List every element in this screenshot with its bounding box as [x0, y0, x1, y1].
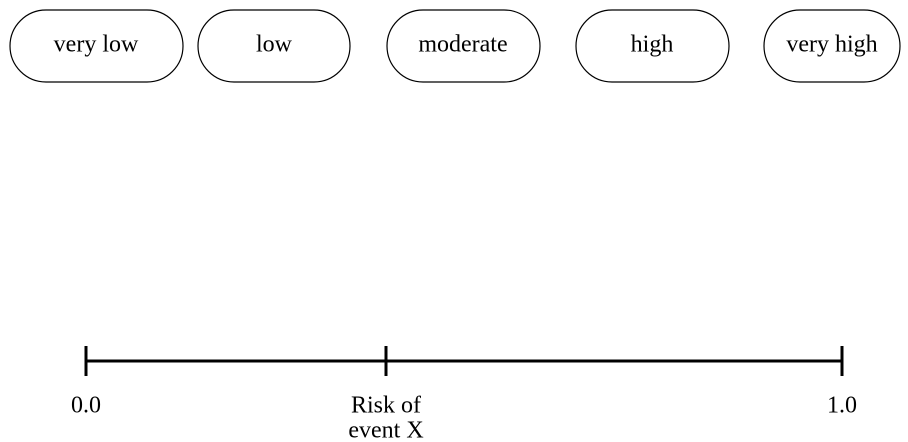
scale-middle-label: Risk of	[351, 393, 421, 419]
pill-label: moderate	[418, 32, 507, 58]
pill-label: low	[256, 32, 293, 58]
pill	[763, 9, 901, 83]
scale-middle-label: event X	[348, 418, 423, 442]
pill-label: very high	[786, 32, 877, 58]
pill-label: very low	[54, 32, 139, 58]
scale: 0.0 Risk of event X 1.0	[71, 346, 857, 442]
scale-end-label: 1.0	[827, 393, 857, 419]
pill	[386, 9, 541, 83]
pill	[575, 9, 730, 83]
pill-row: very low low moderate high very high	[9, 9, 901, 83]
pill	[197, 9, 351, 83]
scale-start-label: 0.0	[71, 393, 101, 419]
pill	[9, 9, 184, 83]
pill-label: high	[631, 32, 674, 58]
